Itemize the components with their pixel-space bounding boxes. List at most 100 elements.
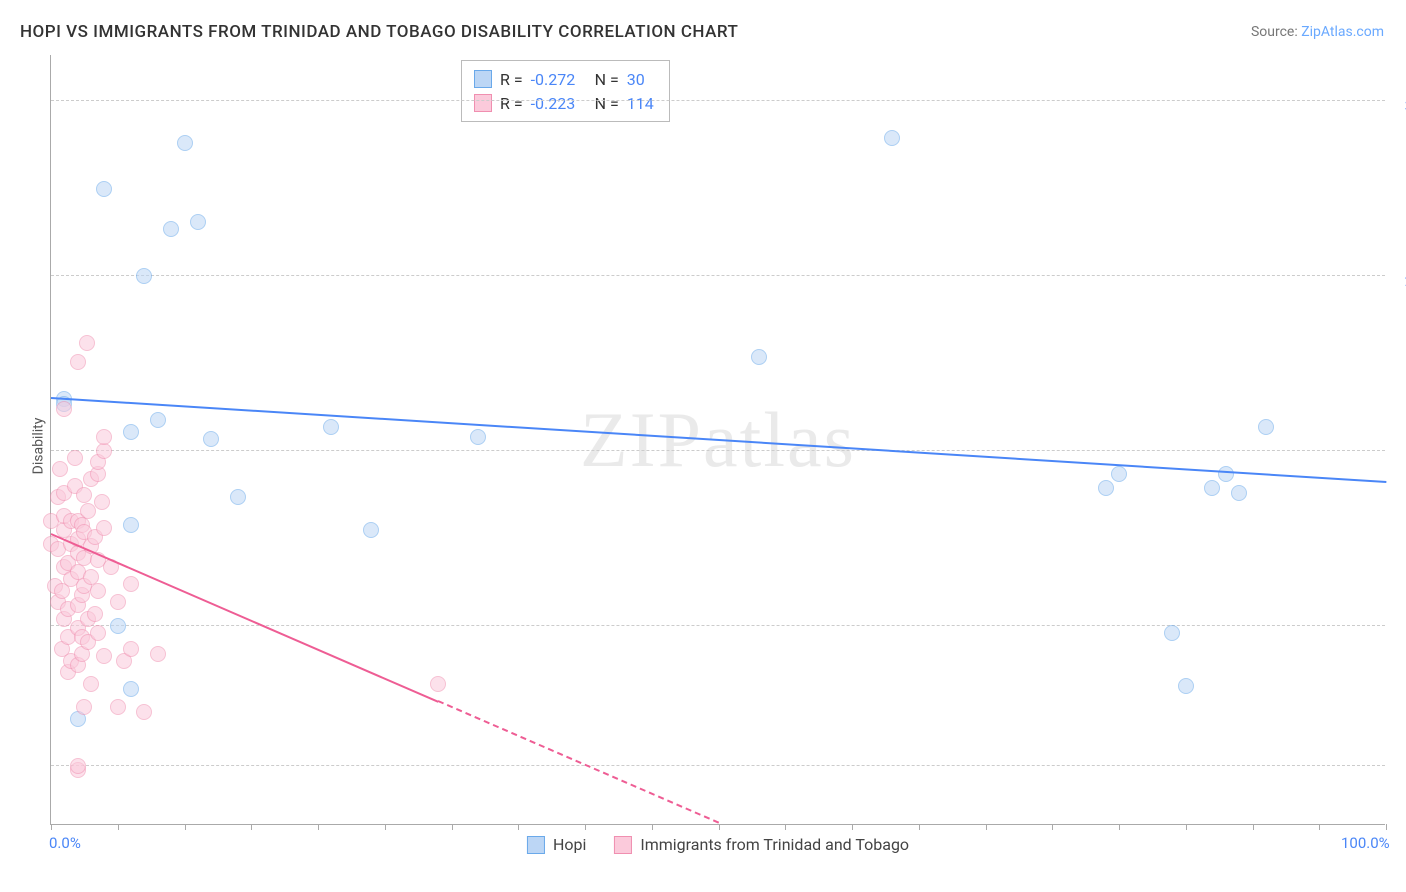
r-value: -0.272 [531, 70, 587, 89]
scatter-plot: ZIPatlas R =-0.272N =30R =-0.223N =114 H… [50, 55, 1385, 825]
y-tick-label: 22.5% [1390, 272, 1406, 290]
data-point [1231, 485, 1247, 501]
series-legend: Hopi Immigrants from Trinidad and Tobago [527, 835, 909, 854]
data-point [1164, 625, 1180, 641]
legend-swatch [474, 70, 492, 88]
x-tick [585, 824, 586, 830]
data-point [96, 181, 112, 197]
data-point [52, 461, 68, 477]
x-tick [1186, 824, 1187, 830]
data-point [177, 135, 193, 151]
source-prefix: Source: [1251, 24, 1301, 40]
data-point [70, 758, 86, 774]
legend-swatch [614, 836, 632, 854]
n-value: 30 [627, 70, 657, 89]
data-point [1204, 480, 1220, 496]
y-tick-label: 7.5% [1390, 622, 1406, 640]
data-point [230, 489, 246, 505]
n-value: 114 [627, 94, 657, 113]
x-tick [1319, 824, 1320, 830]
data-point [90, 583, 106, 599]
n-label: N = [595, 70, 619, 89]
x-tick [1386, 824, 1387, 830]
data-point [1098, 480, 1114, 496]
source-attribution: Source: ZipAtlas.com [1251, 24, 1384, 40]
data-point [136, 268, 152, 284]
y-axis-label: Disability [30, 418, 46, 475]
chart-title: HOPI VS IMMIGRANTS FROM TRINIDAD AND TOB… [20, 22, 738, 42]
x-tick [118, 824, 119, 830]
x-tick [785, 824, 786, 830]
legend-swatch [474, 94, 492, 112]
regression-line [51, 533, 439, 703]
data-point [884, 130, 900, 146]
legend-row: R = -0.223 N = 114 [474, 91, 657, 115]
correlation-legend: R = -0.272 N = 30 R = -0.223 N = 114 [461, 60, 670, 122]
gridline [51, 765, 1385, 766]
data-point [76, 487, 92, 503]
legend-row: R = -0.272 N = 30 [474, 67, 657, 91]
data-point [150, 646, 166, 662]
data-point [1258, 419, 1274, 435]
data-point [96, 520, 112, 536]
data-point [83, 676, 99, 692]
data-point [123, 424, 139, 440]
data-point [163, 221, 179, 237]
x-tick [51, 824, 52, 830]
data-point [56, 401, 72, 417]
y-tick-label: 15.0% [1390, 447, 1406, 465]
data-point [363, 522, 379, 538]
legend-label: Hopi [553, 835, 586, 854]
data-point [110, 594, 126, 610]
data-point [123, 641, 139, 657]
data-point [96, 429, 112, 445]
data-point [1178, 678, 1194, 694]
x-tick [1119, 824, 1120, 830]
x-tick [919, 824, 920, 830]
x-tick [185, 824, 186, 830]
legend-label: Immigrants from Trinidad and Tobago [640, 835, 909, 854]
data-point [136, 704, 152, 720]
regression-line [51, 397, 1386, 483]
n-label: N = [595, 94, 619, 113]
x-tick [1253, 824, 1254, 830]
data-point [87, 606, 103, 622]
source-link[interactable]: ZipAtlas.com [1301, 24, 1384, 40]
x-tick [719, 824, 720, 830]
x-tick [1052, 824, 1053, 830]
r-label: R = [500, 94, 523, 113]
data-point [67, 450, 83, 466]
regression-line [438, 701, 719, 824]
data-point [94, 494, 110, 510]
data-point [79, 335, 95, 351]
r-label: R = [500, 70, 523, 89]
data-point [70, 354, 86, 370]
x-tick [452, 824, 453, 830]
data-point [751, 349, 767, 365]
data-point [1111, 466, 1127, 482]
data-point [123, 576, 139, 592]
x-tick-label: 0.0% [49, 834, 81, 852]
x-tick [652, 824, 653, 830]
data-point [430, 676, 446, 692]
x-tick-label: 100.0% [1341, 834, 1390, 852]
gridline [51, 450, 1385, 451]
data-point [323, 419, 339, 435]
legend-item: Immigrants from Trinidad and Tobago [614, 835, 909, 854]
data-point [90, 625, 106, 641]
x-tick [852, 824, 853, 830]
x-tick [385, 824, 386, 830]
data-point [76, 699, 92, 715]
data-point [190, 214, 206, 230]
data-point [110, 699, 126, 715]
legend-swatch [527, 836, 545, 854]
x-tick [318, 824, 319, 830]
data-point [96, 648, 112, 664]
gridline [51, 625, 1385, 626]
legend-item: Hopi [527, 835, 586, 854]
data-point [470, 429, 486, 445]
r-value: -0.223 [531, 94, 587, 113]
x-tick [518, 824, 519, 830]
data-point [96, 443, 112, 459]
y-tick-label: 30.0% [1390, 97, 1406, 115]
